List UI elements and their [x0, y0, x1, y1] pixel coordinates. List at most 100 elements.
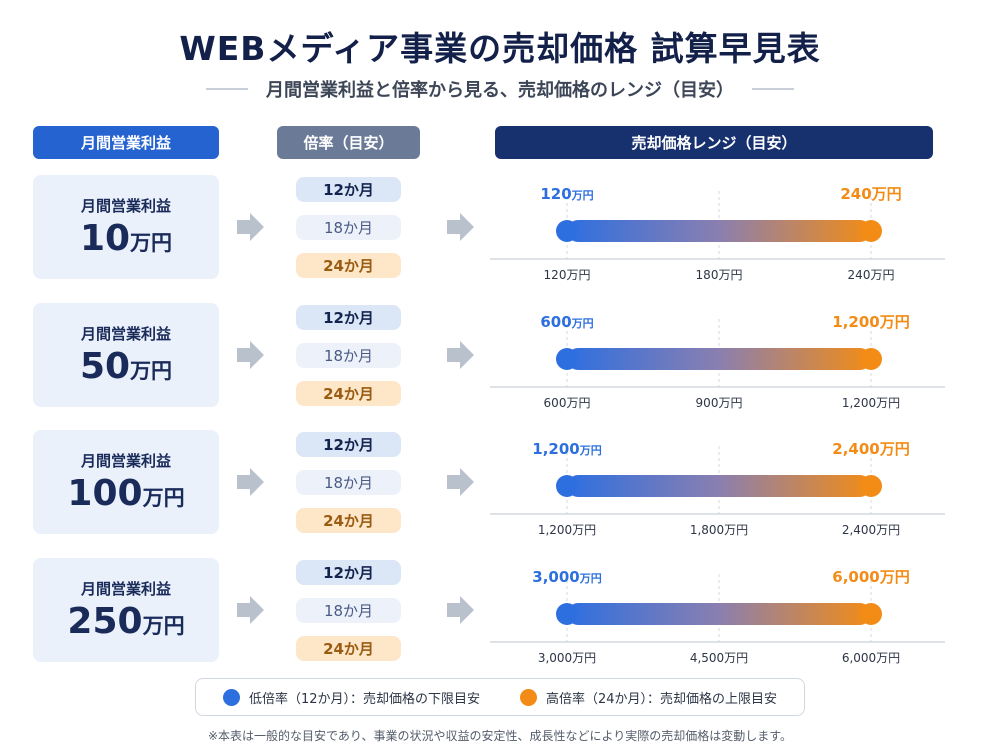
- subtitle-rule-left: [206, 88, 248, 90]
- table-row: 月間営業利益 100万円 12か月 18か月 24か月 1,200万円 2,400万円 1,2…: [0, 430, 1000, 537]
- low-price-label: 120万円: [540, 185, 593, 203]
- multiple-pill-12: 12か月: [296, 177, 401, 202]
- profit-unit: 万円: [130, 231, 173, 255]
- high-price-label: 2,400万円: [832, 440, 909, 458]
- multiple-pill-18: 18か月: [296, 598, 401, 623]
- high-price-label: 1,200万円: [832, 313, 909, 331]
- tick-label: 3,000万円: [538, 651, 596, 665]
- header-multiple: 倍率（目安）: [277, 126, 420, 159]
- legend: 低倍率（12か月）：売却価格の下限目安 高倍率（24か月）：売却価格の上限目安: [195, 678, 805, 716]
- tick-label: 600万円: [544, 396, 591, 410]
- price-range-bar: [567, 348, 871, 370]
- tick-label: 900万円: [696, 396, 743, 410]
- tick-label: 1,200万円: [842, 396, 900, 410]
- low-price-value: 3,000: [532, 568, 579, 586]
- multiple-pill-24: 24か月: [296, 636, 401, 661]
- legend-item-high: 高倍率（24か月）：売却価格の上限目安: [520, 688, 777, 707]
- low-price-label: 1,200万円: [532, 440, 601, 458]
- high-dot-icon: [520, 688, 537, 706]
- profit-card-value: 50万円: [80, 346, 172, 387]
- low-price-unit: 万円: [571, 317, 594, 330]
- low-price-value: 600: [540, 313, 571, 331]
- multiple-pill-24: 24か月: [296, 508, 401, 533]
- page-subtitle: 月間営業利益と倍率から見る、売却価格のレンジ（目安）: [266, 80, 734, 101]
- tick-label: 6,000万円: [842, 651, 900, 665]
- subtitle-rule-right: [752, 88, 794, 90]
- low-price-value: 1,200: [532, 440, 579, 458]
- low-price-label: 3,000万円: [532, 568, 601, 586]
- profit-unit: 万円: [142, 486, 185, 510]
- profit-amount: 50: [79, 346, 131, 387]
- profit-unit: 万円: [130, 359, 173, 383]
- tick-label: 2,400万円: [842, 523, 900, 537]
- profit-card: 月間営業利益 100万円: [33, 430, 219, 534]
- tick-label: 4,500万円: [690, 651, 748, 665]
- high-price-label: 6,000万円: [832, 568, 909, 586]
- low-price-label: 600万円: [540, 313, 593, 331]
- tick-label: 120万円: [544, 268, 591, 282]
- low-price-unit: 万円: [571, 189, 594, 202]
- profit-card: 月間営業利益 250万円: [33, 558, 219, 662]
- multiple-pill-24: 24か月: [296, 253, 401, 278]
- profit-card-value: 10万円: [80, 218, 172, 259]
- profit-amount: 10: [79, 218, 131, 259]
- high-price-value: 240: [840, 185, 871, 203]
- high-price-dot: [860, 475, 882, 497]
- tick-label: 240万円: [848, 268, 895, 282]
- high-price-label: 240万円: [840, 185, 901, 203]
- multiple-pill-18: 18か月: [296, 470, 401, 495]
- high-price-dot: [860, 220, 882, 242]
- multiple-pill-18: 18か月: [296, 215, 401, 240]
- low-price-dot: [556, 603, 578, 625]
- profit-card-value: 100万円: [67, 473, 184, 514]
- profit-amount: 100: [67, 473, 143, 514]
- low-price-unit: 万円: [579, 572, 602, 585]
- multiple-pill-12: 12か月: [296, 560, 401, 585]
- table-row: 月間営業利益 10万円 12か月 18か月 24か月 120万円 240万円 120万円 180…: [0, 175, 1000, 282]
- header-price-range: 売却価格レンジ（目安）: [495, 126, 933, 159]
- high-price-unit: 万円: [879, 440, 910, 458]
- profit-card-label: 月間営業利益: [80, 452, 171, 470]
- low-dot-icon: [222, 688, 240, 706]
- tick-label: 180万円: [696, 268, 743, 282]
- profit-card-value: 250万円: [67, 601, 184, 642]
- high-price-unit: 万円: [879, 568, 910, 586]
- high-price-dot: [860, 603, 882, 625]
- price-range-bar: [567, 475, 871, 497]
- low-price-dot: [556, 348, 578, 370]
- multiple-pill-24: 24か月: [296, 381, 401, 406]
- price-range-bar: [567, 220, 871, 242]
- multiple-pill-12: 12か月: [296, 432, 401, 457]
- high-price-value: 6,000: [832, 568, 879, 586]
- profit-amount: 250: [67, 601, 143, 642]
- high-price-value: 1,200: [832, 313, 879, 331]
- price-range-bar: [567, 603, 871, 625]
- tick-label: 1,800万円: [690, 523, 748, 537]
- profit-card: 月間営業利益 10万円: [33, 175, 219, 279]
- legend-item-low: 低倍率（12か月）：売却価格の下限目安: [222, 688, 480, 707]
- table-row: 月間営業利益 250万円 12か月 18か月 24か月 3,000万円 6,000万円 3,0…: [0, 558, 1000, 665]
- multiple-pill-12: 12か月: [296, 305, 401, 330]
- profit-card: 月間営業利益 50万円: [33, 303, 219, 407]
- legend-low-label: 低倍率（12か月）：売却価格の下限目安: [248, 691, 480, 707]
- high-price-value: 2,400: [832, 440, 879, 458]
- low-price-dot: [556, 220, 578, 242]
- profit-unit: 万円: [142, 614, 185, 638]
- header-monthly-profit: 月間営業利益: [33, 126, 219, 159]
- tick-label: 1,200万円: [538, 523, 596, 537]
- profit-card-label: 月間営業利益: [80, 580, 171, 598]
- legend-high-label: 高倍率（24か月）：売却価格の上限目安: [546, 691, 778, 707]
- low-price-value: 120: [540, 185, 571, 203]
- footnote: ※本表は一般的な目安であり、事業の状況や収益の安定性、成長性などにより実際の売却…: [207, 729, 793, 743]
- low-price-dot: [556, 475, 578, 497]
- profit-card-label: 月間営業利益: [80, 197, 171, 215]
- high-price-unit: 万円: [879, 313, 910, 331]
- high-price-dot: [860, 348, 882, 370]
- low-price-unit: 万円: [579, 444, 602, 457]
- high-price-unit: 万円: [871, 185, 902, 203]
- profit-card-label: 月間営業利益: [80, 325, 171, 343]
